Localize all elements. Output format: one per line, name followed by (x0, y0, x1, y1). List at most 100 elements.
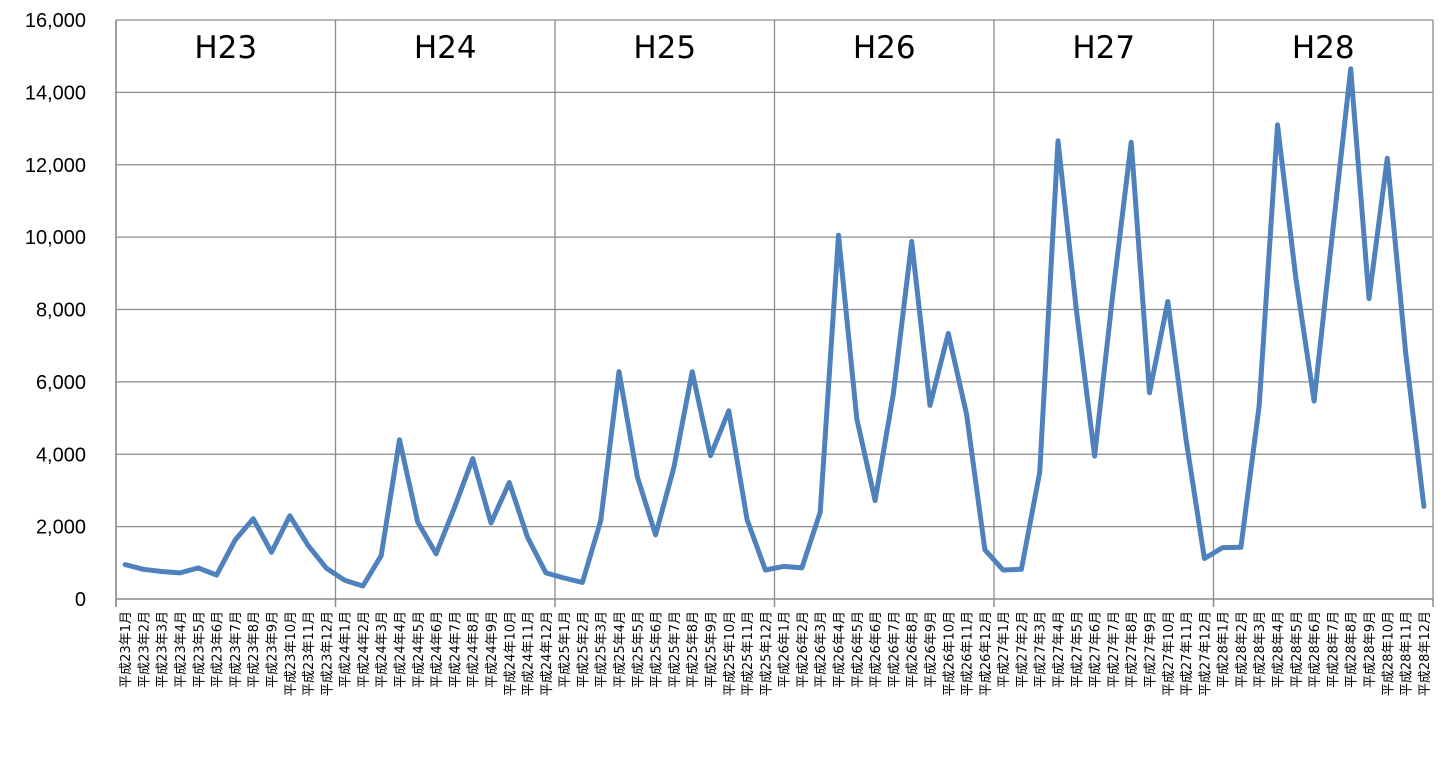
x-tick-label: 平成23年5月 (192, 611, 207, 688)
data-point (1018, 566, 1024, 572)
x-tick-label: 平成26年9月 (924, 611, 939, 688)
y-tick-label: 10,000 (25, 227, 86, 249)
data-point (543, 570, 549, 576)
data-point (1220, 545, 1226, 551)
data-point (525, 534, 531, 540)
data-point (964, 411, 970, 417)
x-tick-label: 平成23年1月 (119, 611, 134, 688)
data-point (744, 517, 750, 523)
x-tick-label: 平成26年6月 (869, 611, 884, 688)
x-tick-label: 平成26年11月 (961, 611, 976, 696)
x-tick-label: 平成25年7月 (668, 611, 683, 688)
x-tick-label: 平成24年5月 (412, 611, 427, 688)
x-tick-label: 平成27年11月 (1180, 611, 1195, 696)
x-tick-label: 平成24年10月 (503, 611, 518, 696)
data-point (1201, 555, 1207, 561)
y-tick-label: 4,000 (36, 444, 86, 466)
x-tick-label: 平成28年1月 (1217, 611, 1232, 688)
year-labels: H23 H24 H25 H26 H27 H28 (194, 30, 1354, 66)
x-tick-labels: 平成23年1月 平成23年2月 平成23年3月 平成23年4月 平成23年5月 平成23年… (119, 611, 1433, 696)
x-tick-label: 平成24年3月 (375, 611, 390, 688)
data-point (799, 565, 805, 571)
data-point (1256, 402, 1262, 408)
x-tick-label: 平成25年8月 (686, 611, 701, 688)
data-point (159, 568, 165, 574)
data-point (781, 563, 787, 569)
data-point (598, 518, 604, 524)
y-tick-labels: 0 2,000 4,000 6,000 8,000 10,000 12,000 14,000 1… (25, 10, 86, 611)
axes (115, 20, 1434, 607)
year-label: H25 (633, 30, 696, 66)
data-point (579, 579, 585, 585)
data-point (1146, 390, 1152, 396)
x-tick-label: 平成26年7月 (887, 611, 902, 688)
x-tick-label: 平成28年3月 (1253, 611, 1268, 688)
data-point (1384, 155, 1390, 161)
data-point (451, 505, 457, 511)
x-tick-label: 平成25年4月 (613, 611, 628, 688)
x-tick-label: 平成26年1月 (778, 611, 793, 688)
data-point (1092, 453, 1098, 459)
data-point (268, 549, 274, 555)
data-point (854, 416, 860, 422)
data-point (1293, 275, 1299, 281)
y-tick-label: 16,000 (25, 10, 86, 32)
data-point (1037, 469, 1043, 475)
data-point (561, 575, 567, 581)
data-point (214, 572, 220, 578)
x-tick-label: 平成24年1月 (339, 611, 354, 688)
x-tick-label: 平成25年10月 (723, 611, 738, 696)
data-point (177, 570, 183, 576)
data-point (470, 456, 476, 462)
data-point (1128, 139, 1134, 145)
data-point (1329, 231, 1335, 237)
year-label: H26 (853, 30, 916, 66)
x-tick-label: 平成23年2月 (137, 611, 152, 688)
data-point (342, 577, 348, 583)
data-point (323, 565, 329, 571)
year-label: H28 (1292, 30, 1355, 66)
x-tick-label: 平成28年8月 (1345, 611, 1360, 688)
x-tick-label: 平成25年2月 (576, 611, 591, 688)
series-line (122, 66, 1427, 589)
data-point (1073, 307, 1079, 313)
x-tick-label: 平成26年4月 (833, 611, 848, 688)
x-tick-label: 平成28年2月 (1235, 611, 1250, 688)
data-point (707, 453, 713, 459)
x-tick-label: 平成24年7月 (448, 611, 463, 688)
data-point (140, 566, 146, 572)
data-point (653, 532, 659, 538)
x-tick-label: 平成27年12月 (1198, 611, 1213, 696)
x-tick-label: 平成27年6月 (1089, 611, 1104, 688)
data-point (287, 513, 293, 519)
data-point (232, 537, 238, 543)
data-point (433, 551, 439, 557)
data-point (671, 464, 677, 470)
x-tick-label: 平成23年6月 (211, 611, 226, 688)
x-tick-label: 平成26年8月 (906, 611, 921, 688)
data-point (945, 330, 951, 336)
y-tick-label: 12,000 (25, 155, 86, 177)
data-point (689, 369, 695, 375)
x-tick-label: 平成28年12月 (1418, 611, 1433, 696)
data-point (1348, 66, 1354, 72)
data-point (506, 479, 512, 485)
data-point (360, 583, 366, 589)
x-tick-label: 平成27年1月 (997, 611, 1012, 688)
data-point (762, 567, 768, 573)
x-tick-label: 平成28年5月 (1290, 611, 1305, 688)
x-tick-label: 平成27年5月 (1070, 611, 1085, 688)
x-tick-label: 平成26年5月 (851, 611, 866, 688)
data-point (927, 402, 933, 408)
y-tick-label: 14,000 (25, 82, 86, 104)
data-point (122, 562, 128, 568)
y-tick-label: 2,000 (36, 517, 86, 539)
y-tick-label: 0 (75, 589, 86, 611)
year-label: H27 (1072, 30, 1135, 66)
x-tick-label: 平成28年4月 (1272, 611, 1287, 688)
gridlines (115, 19, 1434, 599)
x-tick-label: 平成25年12月 (759, 611, 774, 696)
x-tick-label: 平成24年2月 (357, 611, 372, 688)
x-tick-label: 平成26年10月 (942, 611, 957, 696)
